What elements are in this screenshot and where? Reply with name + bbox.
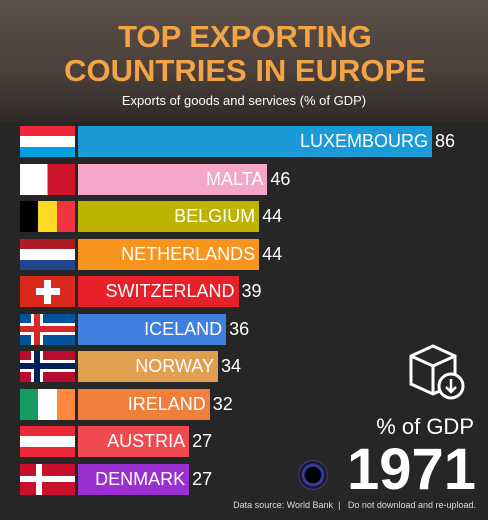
bar: AUSTRIA <box>78 426 190 457</box>
footer: Data source: World Bank | Do not downloa… <box>233 500 476 510</box>
flag <box>20 163 75 195</box>
chart-subtitle: Exports of goods and services (% of GDP) <box>121 93 367 108</box>
value-label: 32 <box>212 393 233 414</box>
bar-row: BELGIUM 44 <box>0 201 488 232</box>
bar-row: ICELAND 36 <box>0 313 488 345</box>
value-label: 86 <box>435 131 456 151</box>
bar-row: DENMARK 27 <box>0 463 488 495</box>
note: Do not download and re-upload. <box>347 500 476 510</box>
unit-label: % of GDP <box>376 414 474 439</box>
value-label: 44 <box>262 206 283 226</box>
bar-label: DENMARK <box>95 468 186 489</box>
bar-label: MALTA <box>206 168 264 189</box>
bar: NORWAY <box>78 351 218 382</box>
value-label: 36 <box>229 318 250 339</box>
bar: LUXEMBOURG <box>78 126 432 157</box>
bar: BELGIUM <box>78 201 260 232</box>
value-label: 27 <box>192 468 213 489</box>
box-icon <box>409 344 465 400</box>
bar-label: AUSTRIA <box>107 431 186 451</box>
bar: SWITZERLAND <box>78 276 239 307</box>
bar: IRELAND <box>78 388 210 420</box>
bar: ICELAND <box>78 313 227 345</box>
bar-label: NETHERLANDS <box>121 243 256 264</box>
flag <box>20 238 75 270</box>
bar-label: SWITZERLAND <box>105 281 235 301</box>
header-background <box>0 0 488 122</box>
bar-row: MALTA 46 <box>0 163 488 195</box>
bar-row: SWITZERLAND 39 <box>0 276 488 307</box>
flag <box>20 426 75 457</box>
flag <box>20 126 75 157</box>
bar-label: LUXEMBOURG <box>299 131 428 151</box>
value-label: 44 <box>262 243 283 264</box>
chart-title: TOP EXPORTING COUNTRIES IN EUROPE <box>64 19 426 88</box>
bar: MALTA <box>78 163 268 195</box>
bar-label: BELGIUM <box>174 206 256 226</box>
year-label: 1971 <box>346 437 476 502</box>
bar-row: LUXEMBOURG 86 <box>0 126 488 157</box>
bar-label: ICELAND <box>144 318 223 339</box>
source: Data source: World Bank <box>233 500 334 510</box>
bar-row: NETHERLANDS 44 <box>0 238 488 270</box>
value-label: 39 <box>241 281 262 301</box>
flag <box>20 351 75 382</box>
flag <box>20 313 75 345</box>
flag <box>20 201 75 232</box>
logo <box>298 460 328 490</box>
bar-label: IRELAND <box>127 393 206 414</box>
bar-row: AUSTRIA 27 <box>0 426 488 457</box>
flag <box>20 276 75 307</box>
bar-label: NORWAY <box>135 356 214 376</box>
value-label: 34 <box>220 356 241 376</box>
value-label: 46 <box>270 168 291 189</box>
bar: NETHERLANDS <box>78 238 260 270</box>
value-label: 27 <box>192 431 213 451</box>
flag <box>20 463 75 495</box>
bar-row: IRELAND 32 <box>0 388 488 420</box>
bar-row: NORWAY 34 <box>0 351 488 382</box>
flag <box>20 388 75 420</box>
bar: DENMARK <box>78 463 190 495</box>
